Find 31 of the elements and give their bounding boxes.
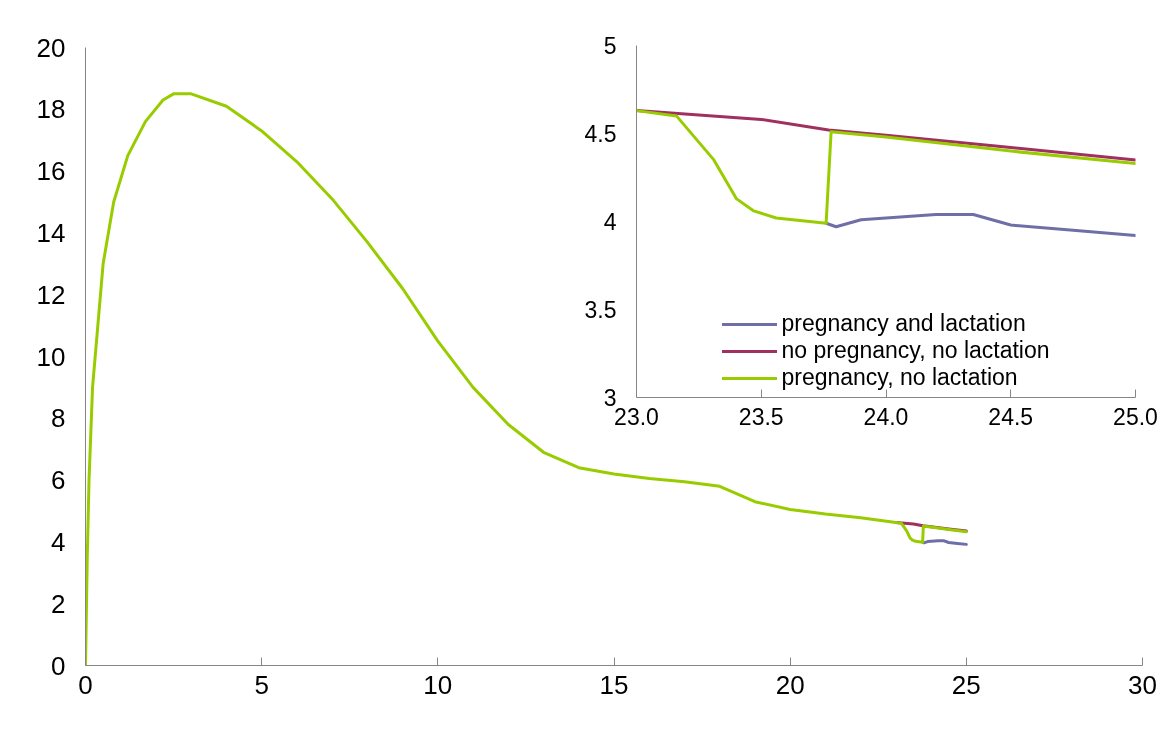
y-tick-label: 2 xyxy=(51,588,66,619)
y-tick-label: 5 xyxy=(603,33,617,59)
x-tick-label: 25 xyxy=(951,669,981,700)
legend-label: pregnancy, no lactation xyxy=(781,364,1018,391)
x-tick-label: 5 xyxy=(254,669,269,700)
y-tick-label: 14 xyxy=(36,217,66,248)
x-tick-label: 23.0 xyxy=(614,403,659,430)
x-tick-label: 15 xyxy=(599,669,629,700)
y-tick-label: 4 xyxy=(51,526,66,557)
y-tick-label: 8 xyxy=(51,403,66,434)
x-tick-label: 30 xyxy=(1128,669,1157,700)
y-tick-label: 6 xyxy=(51,465,66,496)
x-tick-label: 24.0 xyxy=(863,403,909,430)
y-tick-label: 3.5 xyxy=(584,297,617,323)
x-tick-label: 24.5 xyxy=(988,403,1034,430)
x-tick-label: 25.0 xyxy=(1113,403,1158,430)
y-tick-label: 4.5 xyxy=(584,121,617,147)
x-tick-label: 0 xyxy=(78,669,93,700)
y-tick-label: 10 xyxy=(36,341,66,372)
x-tick-label: 23.5 xyxy=(738,403,784,430)
y-tick-label: 16 xyxy=(36,156,66,187)
y-tick-label: 4 xyxy=(603,209,617,235)
y-tick-label: 18 xyxy=(36,94,66,125)
y-tick-label: 3 xyxy=(603,385,617,411)
y-tick-label: 20 xyxy=(36,32,66,63)
y-tick-label: 12 xyxy=(36,279,66,310)
legend-label: pregnancy and lactation xyxy=(781,310,1026,337)
y-tick-label: 0 xyxy=(51,650,66,681)
legend-label: no pregnancy, no lactation xyxy=(781,337,1050,364)
x-tick-label: 10 xyxy=(423,669,453,700)
x-tick-label: 20 xyxy=(775,669,805,700)
